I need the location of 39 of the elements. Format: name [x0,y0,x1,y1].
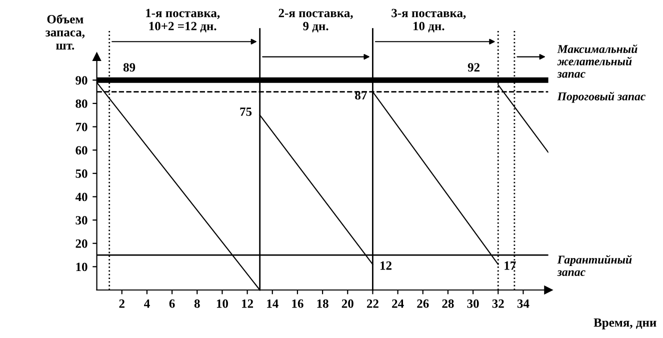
y-tick-label: 60 [76,146,88,155]
y-tick-label: 10 [76,262,88,272]
x-tick-label: 22 [366,299,378,308]
y-tick-label: 90 [76,76,88,85]
x-tick-label: 16 [292,299,304,308]
x-tick-label: 6 [169,299,175,308]
annotation: 89 [123,63,136,72]
y-tick-label: 50 [76,169,88,178]
x-axis-title: Время, дни [594,318,656,330]
y-tick-label: 30 [76,216,88,224]
x-tick-label: 26 [417,299,429,308]
annotation: 92 [468,63,480,72]
x-tick-label: 24 [392,299,404,308]
x-tick-label: 4 [144,299,150,308]
y-tick-label: 70 [76,122,88,132]
y-tick-label: 40 [75,192,88,202]
text: 1-я поставка, 10+2 =12 дн. [146,8,220,32]
annotation: 75 [240,108,252,116]
ref-line-label: Гарантийный запас [557,255,632,276]
annotation: 12 [380,261,392,270]
text: 2-я поставка, 9 дн. [278,8,353,32]
y-tick-label: 80 [76,99,88,108]
y-axis-title: Объем запаса, шт. [46,14,85,50]
annotation: 17 [504,261,516,270]
x-tick-label: 10 [216,299,228,308]
ref-line-label: Пороговый запас [557,92,646,103]
x-tick-label: 34 [517,299,530,308]
x-tick-label: 8 [194,299,200,308]
x-tick-label: 28 [442,299,454,308]
x-tick-label: 30 [467,299,479,308]
text: 3-я поставка, 10 дн. [392,8,466,32]
x-tick-label: 32 [492,299,504,308]
x-tick-label: 2 [119,299,124,308]
y-tick-label: 20 [76,239,88,248]
x-tick-label: 18 [317,299,328,308]
x-tick-label: 14 [267,299,278,308]
x-tick-label: 12 [242,299,254,308]
legend-label: Максимальный желательный запас [557,44,638,78]
x-tick-label: 20 [342,299,354,308]
